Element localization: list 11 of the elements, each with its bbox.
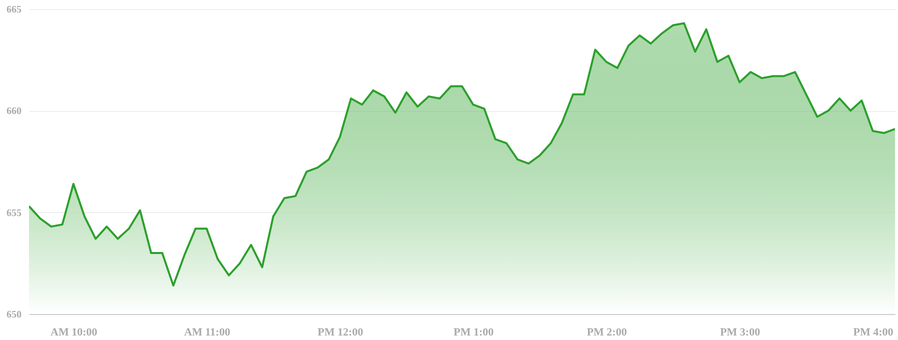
x-tick-label: PM 4:00 bbox=[853, 326, 894, 338]
x-tick-label: PM 1:00 bbox=[454, 326, 494, 338]
y-tick-label: 665 bbox=[6, 4, 22, 16]
y-tick-label: 655 bbox=[6, 208, 22, 219]
x-tick-label: PM 12:00 bbox=[318, 326, 364, 338]
x-tick-label: PM 3:00 bbox=[720, 326, 761, 338]
y-tick-label: 660 bbox=[6, 106, 22, 118]
x-tick-label: PM 2:00 bbox=[586, 326, 628, 338]
x-tick-label: AM 10:00 bbox=[50, 326, 98, 338]
x-tick-label: AM 11:00 bbox=[184, 326, 231, 338]
y-tick-label: 650 bbox=[6, 310, 22, 320]
